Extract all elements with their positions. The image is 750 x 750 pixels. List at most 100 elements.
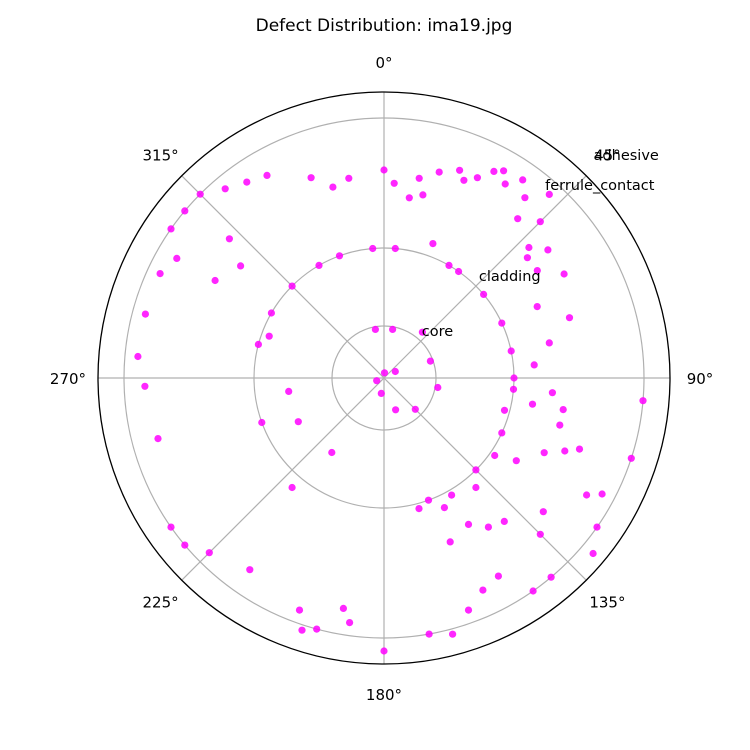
defect-point (464, 606, 473, 614)
defect-point (243, 178, 251, 186)
defect-point (473, 174, 481, 182)
angular-tick-label: 0° (375, 54, 392, 72)
defect-point (346, 619, 354, 627)
defect-point (173, 254, 181, 262)
defect-point (539, 508, 547, 516)
defect-point (589, 549, 597, 558)
defect-point (565, 314, 574, 322)
defect-point (519, 176, 527, 184)
zone-label-ferrule-contact: ferrule_contact (545, 178, 655, 194)
defect-point (545, 190, 553, 198)
defect-point (371, 325, 379, 333)
defect-point (528, 400, 537, 408)
angular-tick-label: 135° (589, 593, 625, 611)
defect-point (498, 319, 506, 327)
defect-point (480, 290, 488, 298)
angular-tick-label: 90° (687, 370, 714, 388)
defect-point (575, 445, 584, 453)
defect-point (435, 168, 443, 176)
defect-point (211, 276, 219, 285)
zone-label-cladding: cladding (479, 269, 541, 285)
defect-point (205, 549, 213, 557)
zone-label-adhesive: adhesive (594, 148, 659, 164)
defect-point (540, 449, 548, 457)
defect-point (484, 523, 492, 531)
defect-point (335, 252, 344, 260)
defect-point (529, 587, 537, 595)
defect-point (559, 406, 567, 414)
defect-point (533, 267, 541, 275)
defect-point (373, 377, 381, 385)
defect-point (523, 254, 532, 262)
defect-point (221, 185, 229, 193)
angular-tick-label: 315° (143, 147, 179, 165)
defect-point (263, 171, 271, 179)
defect-point (533, 303, 541, 311)
defect-points (134, 166, 647, 655)
defect-point (380, 647, 388, 655)
defect-point (288, 282, 296, 290)
radial-gridline (331, 325, 437, 431)
defect-point (593, 523, 601, 531)
defect-point (455, 267, 463, 276)
defect-point (391, 244, 399, 253)
defect-point (545, 339, 553, 347)
defect-point (456, 166, 464, 174)
defect-point (419, 191, 427, 199)
defect-point (141, 382, 149, 390)
defect-point (498, 429, 506, 437)
defect-point (479, 586, 487, 594)
defect-point (500, 517, 508, 526)
defect-point (429, 240, 437, 248)
defect-point (391, 367, 399, 376)
defect-point (181, 207, 189, 215)
defect-point (440, 504, 448, 512)
defect-point (521, 194, 529, 202)
defect-point (536, 218, 544, 226)
defect-point (389, 325, 397, 333)
defect-point (141, 310, 149, 318)
radial-gridline (123, 117, 645, 639)
defect-point (500, 167, 508, 175)
defect-point (500, 406, 509, 414)
polar-frame (97, 91, 671, 665)
defect-point (246, 566, 254, 574)
defect-point (509, 385, 518, 393)
angular-tick-labels: 0° 45° 90° 135° 180° 225° 270° 315° (50, 54, 713, 704)
defect-point (167, 225, 175, 233)
defect-point (369, 244, 377, 253)
defect-point (377, 389, 385, 397)
chart-title: Defect Distribution: ima19.jpg (256, 16, 513, 36)
defect-point (536, 530, 544, 538)
defect-point (415, 174, 423, 182)
defect-point (313, 625, 321, 633)
defect-point (196, 190, 204, 198)
angular-tick-label: 45° (594, 147, 621, 165)
defect-point (507, 347, 515, 355)
defect-point (339, 604, 347, 613)
defect-point (411, 405, 419, 413)
defect-point (464, 520, 473, 529)
defect-point (134, 352, 142, 361)
zone-labels: core cladding ferrule_contact adhesive (422, 148, 659, 340)
defect-point (491, 451, 499, 460)
defect-point (258, 418, 266, 427)
defect-point (254, 340, 262, 348)
defect-point (285, 387, 293, 395)
defect-point (627, 454, 635, 462)
defect-point (298, 626, 306, 634)
defect-point (328, 448, 336, 457)
defect-point (639, 397, 647, 405)
zone-label-core: core (422, 324, 453, 340)
defect-point (167, 523, 175, 531)
defect-point (510, 374, 518, 382)
defect-point (446, 538, 454, 546)
defect-point (225, 235, 233, 243)
defect-point (315, 261, 323, 269)
defect-point (380, 369, 389, 377)
angular-tick-label: 225° (143, 593, 179, 611)
defect-point (448, 491, 456, 499)
defect-point (514, 215, 522, 223)
defect-point (525, 243, 533, 252)
